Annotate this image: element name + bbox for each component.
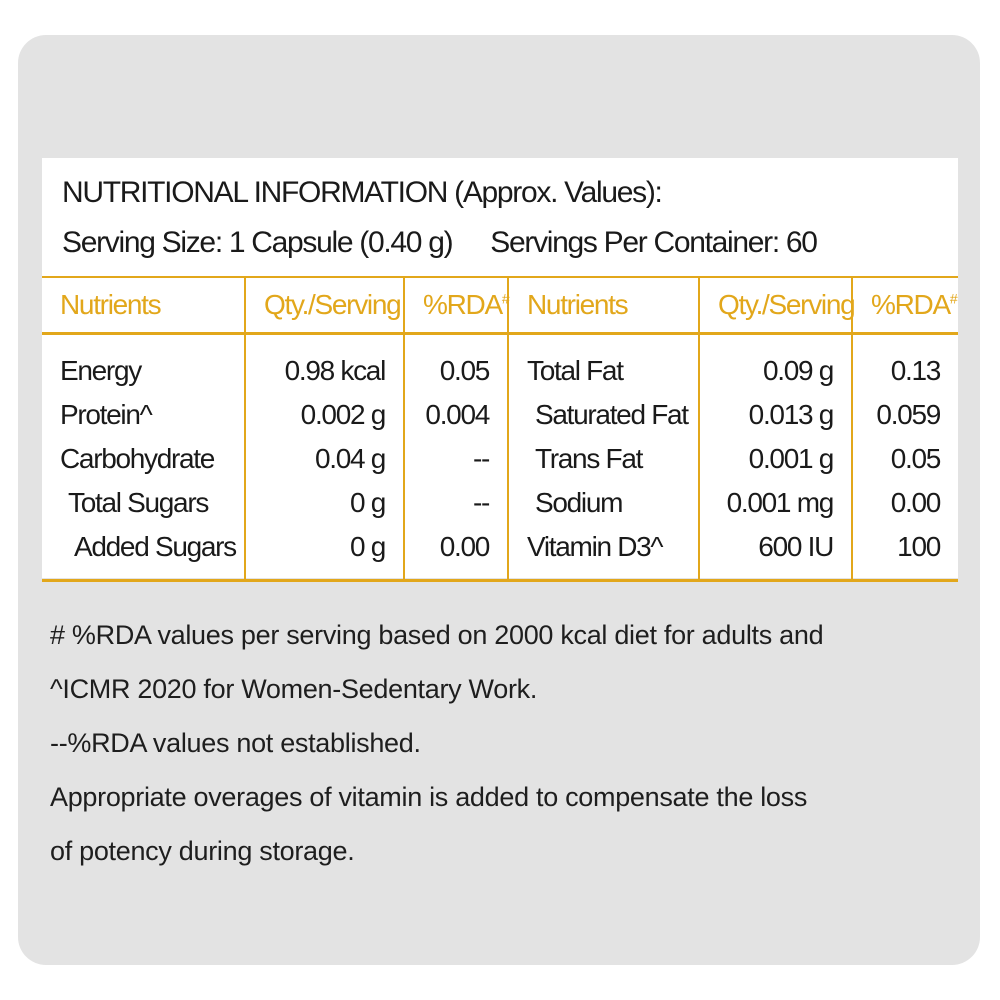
nutrient-name: Vitamin D3^ [507, 525, 699, 582]
nutrient-name: Energy [60, 355, 142, 386]
qty-value: 0.04 g [244, 437, 404, 481]
rda-value: 0.004 [403, 393, 508, 437]
rda-value: 0.13 [851, 333, 958, 393]
nutrient-name: Total Sugars [68, 487, 209, 518]
rda-value: 100 [851, 525, 958, 582]
footnote: # %RDA values per serving based on 2000 … [50, 620, 824, 650]
footnotes: # %RDA values per serving based on 2000 … [50, 608, 950, 878]
rda-value: 0.05 [403, 333, 508, 393]
rda-value: 0.00 [851, 481, 958, 525]
nutrient-name: Saturated Fat [507, 393, 699, 437]
header-row: Nutrients Qty./Serving %RDA# Nutrients Q… [42, 276, 958, 335]
nutrient-name: Total Fat [507, 333, 699, 393]
table-row: Protein^ 0.002 g 0.004 Saturated Fat 0.013 g… [42, 393, 958, 437]
nutrient-name: Sodium [507, 481, 699, 525]
rda-value: 0.05 [851, 437, 958, 481]
rda-value: 0.00 [403, 525, 508, 582]
rda-value: -- [403, 437, 508, 481]
table-row: Total Sugars 0 g -- Sodium 0.001 mg 0.00 [42, 481, 958, 525]
qty-value: 0 g [244, 481, 404, 525]
rda-value: -- [403, 481, 508, 525]
qty-value: 600 IU [698, 525, 852, 582]
header-qty: Qty./Serving [698, 276, 856, 335]
table-row: Carbohydrate 0.04 g -- Trans Fat 0.001 g 0.05 [42, 437, 958, 481]
qty-value: 0 g [244, 525, 404, 582]
qty-value: 0.013 g [698, 393, 852, 437]
qty-value: 0.001 g [698, 437, 852, 481]
header-rda: %RDA# [851, 276, 958, 335]
qty-value: 0.001 mg [698, 481, 852, 525]
footnote: Appropriate overages of vitamin is added… [50, 782, 808, 812]
footnote: ^ICMR 2020 for Women-Sedentary Work. [50, 674, 538, 704]
nutrient-name: Trans Fat [507, 437, 699, 481]
serving-info: Serving Size: 1 Capsule (0.40 g) Servings… [62, 226, 855, 260]
qty-value: 0.09 g [698, 333, 852, 393]
footnote: of potency during storage. [50, 836, 355, 866]
servings-per-container: Servings Per Container: 60 [490, 226, 818, 259]
header-nutrients: Nutrients [42, 276, 245, 335]
nutrient-name: Added Sugars [42, 525, 245, 582]
rda-value: 0.059 [851, 393, 958, 437]
table-row: Added Sugars 0 g 0.00 Vitamin D3^ 600 IU 100 [42, 525, 958, 582]
header-rda: %RDA# [403, 276, 510, 335]
header-nutrients: Nutrients [507, 276, 699, 335]
serving-size: Serving Size: 1 Capsule (0.40 g) [62, 226, 454, 259]
nutrient-name: Carbohydrate [60, 443, 215, 474]
nutrient-name: Protein^ [60, 399, 153, 430]
qty-value: 0.98 kcal [244, 333, 404, 393]
table-row: Energy 0.98 kcal 0.05 Total Fat 0.09 g 0.13 [42, 333, 958, 393]
nutrition-title: NUTRITIONAL INFORMATION (Approx. Values)… [62, 176, 663, 209]
nutrition-table: Nutrients Qty./Serving %RDA# Nutrients Q… [42, 276, 958, 582]
header-qty: Qty./Serving [244, 276, 404, 335]
qty-value: 0.002 g [244, 393, 404, 437]
footnote: --%RDA values not established. [50, 728, 421, 758]
